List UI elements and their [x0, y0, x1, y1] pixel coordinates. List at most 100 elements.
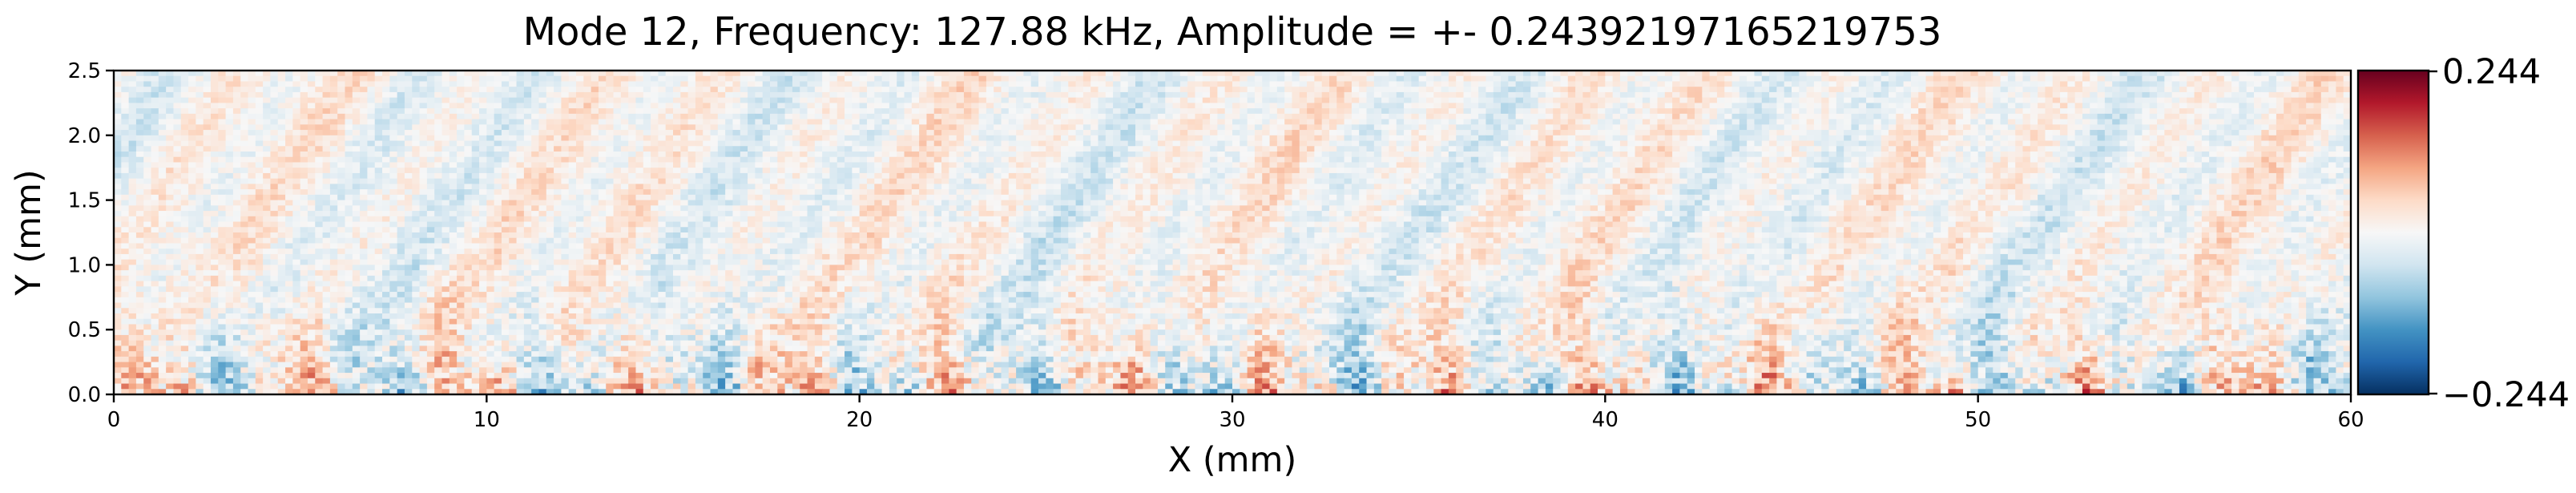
- heatmap-cell: [1873, 81, 1882, 87]
- heatmap-cell: [1761, 135, 1770, 142]
- heatmap-cell: [1709, 152, 1718, 158]
- heatmap-cell: [554, 75, 562, 83]
- heatmap-cell: [1493, 146, 1502, 152]
- heatmap-cell: [1113, 103, 1121, 109]
- heatmap-cell: [949, 87, 957, 93]
- heatmap-cell: [2261, 124, 2270, 131]
- heatmap-cell: [881, 97, 890, 103]
- heatmap-cell: [2038, 113, 2046, 120]
- heatmap-cell: [1082, 113, 1091, 120]
- heatmap-cell: [2060, 124, 2068, 131]
- heatmap-cell: [1970, 91, 1979, 99]
- heatmap-cell: [1747, 75, 1756, 83]
- heatmap-cell: [196, 87, 204, 93]
- heatmap-cell: [1799, 81, 1808, 87]
- heatmap-cell: [2268, 75, 2277, 83]
- heatmap-cell: [762, 97, 771, 103]
- heatmap-cell: [218, 140, 227, 147]
- heatmap-cell: [1053, 87, 1062, 93]
- heatmap-cell: [911, 119, 920, 125]
- heatmap-cell: [2246, 81, 2255, 87]
- heatmap-cell: [2052, 113, 2061, 120]
- heatmap-cell: [135, 135, 144, 142]
- heatmap-cell: [255, 119, 264, 125]
- heatmap-cell: [755, 152, 764, 158]
- heatmap-cell: [2336, 71, 2344, 77]
- heatmap-cell: [1731, 97, 1740, 103]
- heatmap-cell: [382, 87, 390, 93]
- heatmap-cell: [2261, 91, 2270, 99]
- heatmap-cell: [2082, 113, 2090, 120]
- heatmap-cell: [531, 75, 540, 83]
- heatmap-cell: [2097, 113, 2106, 120]
- heatmap-cell: [1769, 152, 1777, 158]
- heatmap-cell: [2127, 152, 2135, 158]
- heatmap-cell: [523, 152, 532, 158]
- heatmap-cell: [1172, 156, 1181, 164]
- heatmap-cell: [158, 124, 167, 131]
- heatmap-cell: [2157, 108, 2165, 115]
- heatmap-cell: [352, 130, 361, 136]
- heatmap-cell: [2007, 135, 2016, 142]
- heatmap-cell: [554, 97, 562, 103]
- heatmap-cell: [2157, 135, 2165, 142]
- heatmap-cell: [2015, 81, 2024, 87]
- heatmap-cell: [352, 140, 361, 147]
- heatmap-cell: [1254, 146, 1263, 152]
- heatmap-cell: [255, 87, 264, 93]
- heatmap-cell: [643, 97, 651, 103]
- heatmap-cell: [2313, 103, 2322, 109]
- heatmap-cell: [1060, 71, 1069, 77]
- heatmap-cell: [2231, 91, 2239, 99]
- heatmap-cell: [1240, 156, 1248, 164]
- heatmap-cell: [531, 119, 540, 125]
- heatmap-cell: [1896, 75, 1905, 83]
- heatmap-cell: [1784, 135, 1792, 142]
- heatmap-cell: [2060, 140, 2068, 147]
- heatmap-cell: [277, 113, 286, 120]
- heatmap-cell: [1530, 71, 1539, 77]
- heatmap-cell: [501, 156, 510, 164]
- heatmap-cell: [703, 146, 712, 152]
- heatmap-cell: [874, 130, 883, 136]
- heatmap-cell: [1336, 146, 1345, 152]
- heatmap-cell: [1389, 87, 1397, 93]
- heatmap-cell: [218, 119, 227, 125]
- heatmap-cell: [2231, 75, 2239, 83]
- heatmap-cell: [591, 91, 599, 99]
- heatmap-cell: [1172, 103, 1181, 109]
- heatmap-cell: [554, 130, 562, 136]
- heatmap-cell: [180, 108, 189, 115]
- heatmap-cell: [748, 152, 756, 158]
- heatmap-cell: [128, 113, 137, 120]
- heatmap-cell: [546, 124, 554, 131]
- heatmap-cell: [994, 152, 1002, 158]
- heatmap-cell: [1284, 91, 1293, 99]
- heatmap-cell: [360, 140, 369, 147]
- heatmap-cell: [2067, 124, 2076, 131]
- heatmap-cell: [1038, 97, 1046, 103]
- heatmap-cell: [1105, 124, 1114, 131]
- heatmap-cell: [1143, 135, 1151, 142]
- heatmap-cell: [687, 75, 696, 83]
- heatmap-cell: [2000, 81, 2009, 87]
- heatmap-cell: [2038, 124, 2046, 131]
- heatmap-cell: [1441, 140, 1449, 147]
- heatmap-cell: [777, 140, 786, 147]
- heatmap-cell: [1508, 97, 1517, 103]
- heatmap-cell: [255, 152, 264, 158]
- heatmap-cell: [620, 119, 629, 125]
- heatmap-cell: [2254, 119, 2262, 125]
- heatmap-cell: [1202, 152, 1211, 158]
- heatmap-cell: [755, 146, 764, 152]
- heatmap-cell: [196, 113, 204, 120]
- heatmap-cell: [807, 130, 816, 136]
- heatmap-cell: [1582, 119, 1591, 125]
- heatmap-cell: [2045, 97, 2054, 103]
- heatmap-cell: [2090, 91, 2098, 99]
- heatmap-cell: [188, 140, 196, 147]
- heatmap-cell: [1515, 81, 1524, 87]
- heatmap-cell: [1851, 97, 1860, 103]
- heatmap-cell: [994, 97, 1002, 103]
- heatmap-cell: [1836, 140, 1844, 147]
